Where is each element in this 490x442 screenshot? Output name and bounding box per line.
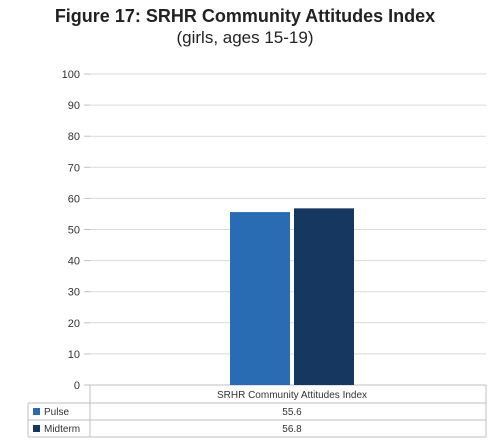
data-label-midterm: 56.8 [282, 424, 302, 435]
chart-subtitle: (girls, ages 15-19) [176, 28, 314, 47]
x-category-label: SRHR Community Attitudes Index [217, 390, 367, 401]
y-tick-label: 20 [68, 318, 80, 330]
data-label-pulse: 55.6 [282, 407, 302, 418]
legend-label-pulse: Pulse [44, 407, 69, 418]
y-tick-label: 80 [68, 131, 80, 143]
legend-swatch-midterm [33, 425, 40, 432]
y-tick-label: 40 [68, 256, 80, 268]
y-tick-label: 90 [68, 100, 80, 112]
legend-label-midterm: Midterm [44, 424, 80, 435]
y-tick-label: 10 [68, 349, 80, 361]
y-tick-label: 100 [62, 69, 80, 81]
y-tick-label: 70 [68, 162, 80, 174]
legend-swatch-pulse [33, 408, 40, 415]
bar-midterm [294, 208, 354, 385]
y-tick-label: 60 [68, 193, 80, 205]
chart-title: Figure 17: SRHR Community Attitudes Inde… [54, 6, 436, 26]
y-tick-label: 30 [68, 287, 80, 299]
y-tick-label: 50 [68, 225, 80, 237]
y-tick-label: 0 [74, 380, 80, 392]
bar-pulse [230, 212, 290, 385]
